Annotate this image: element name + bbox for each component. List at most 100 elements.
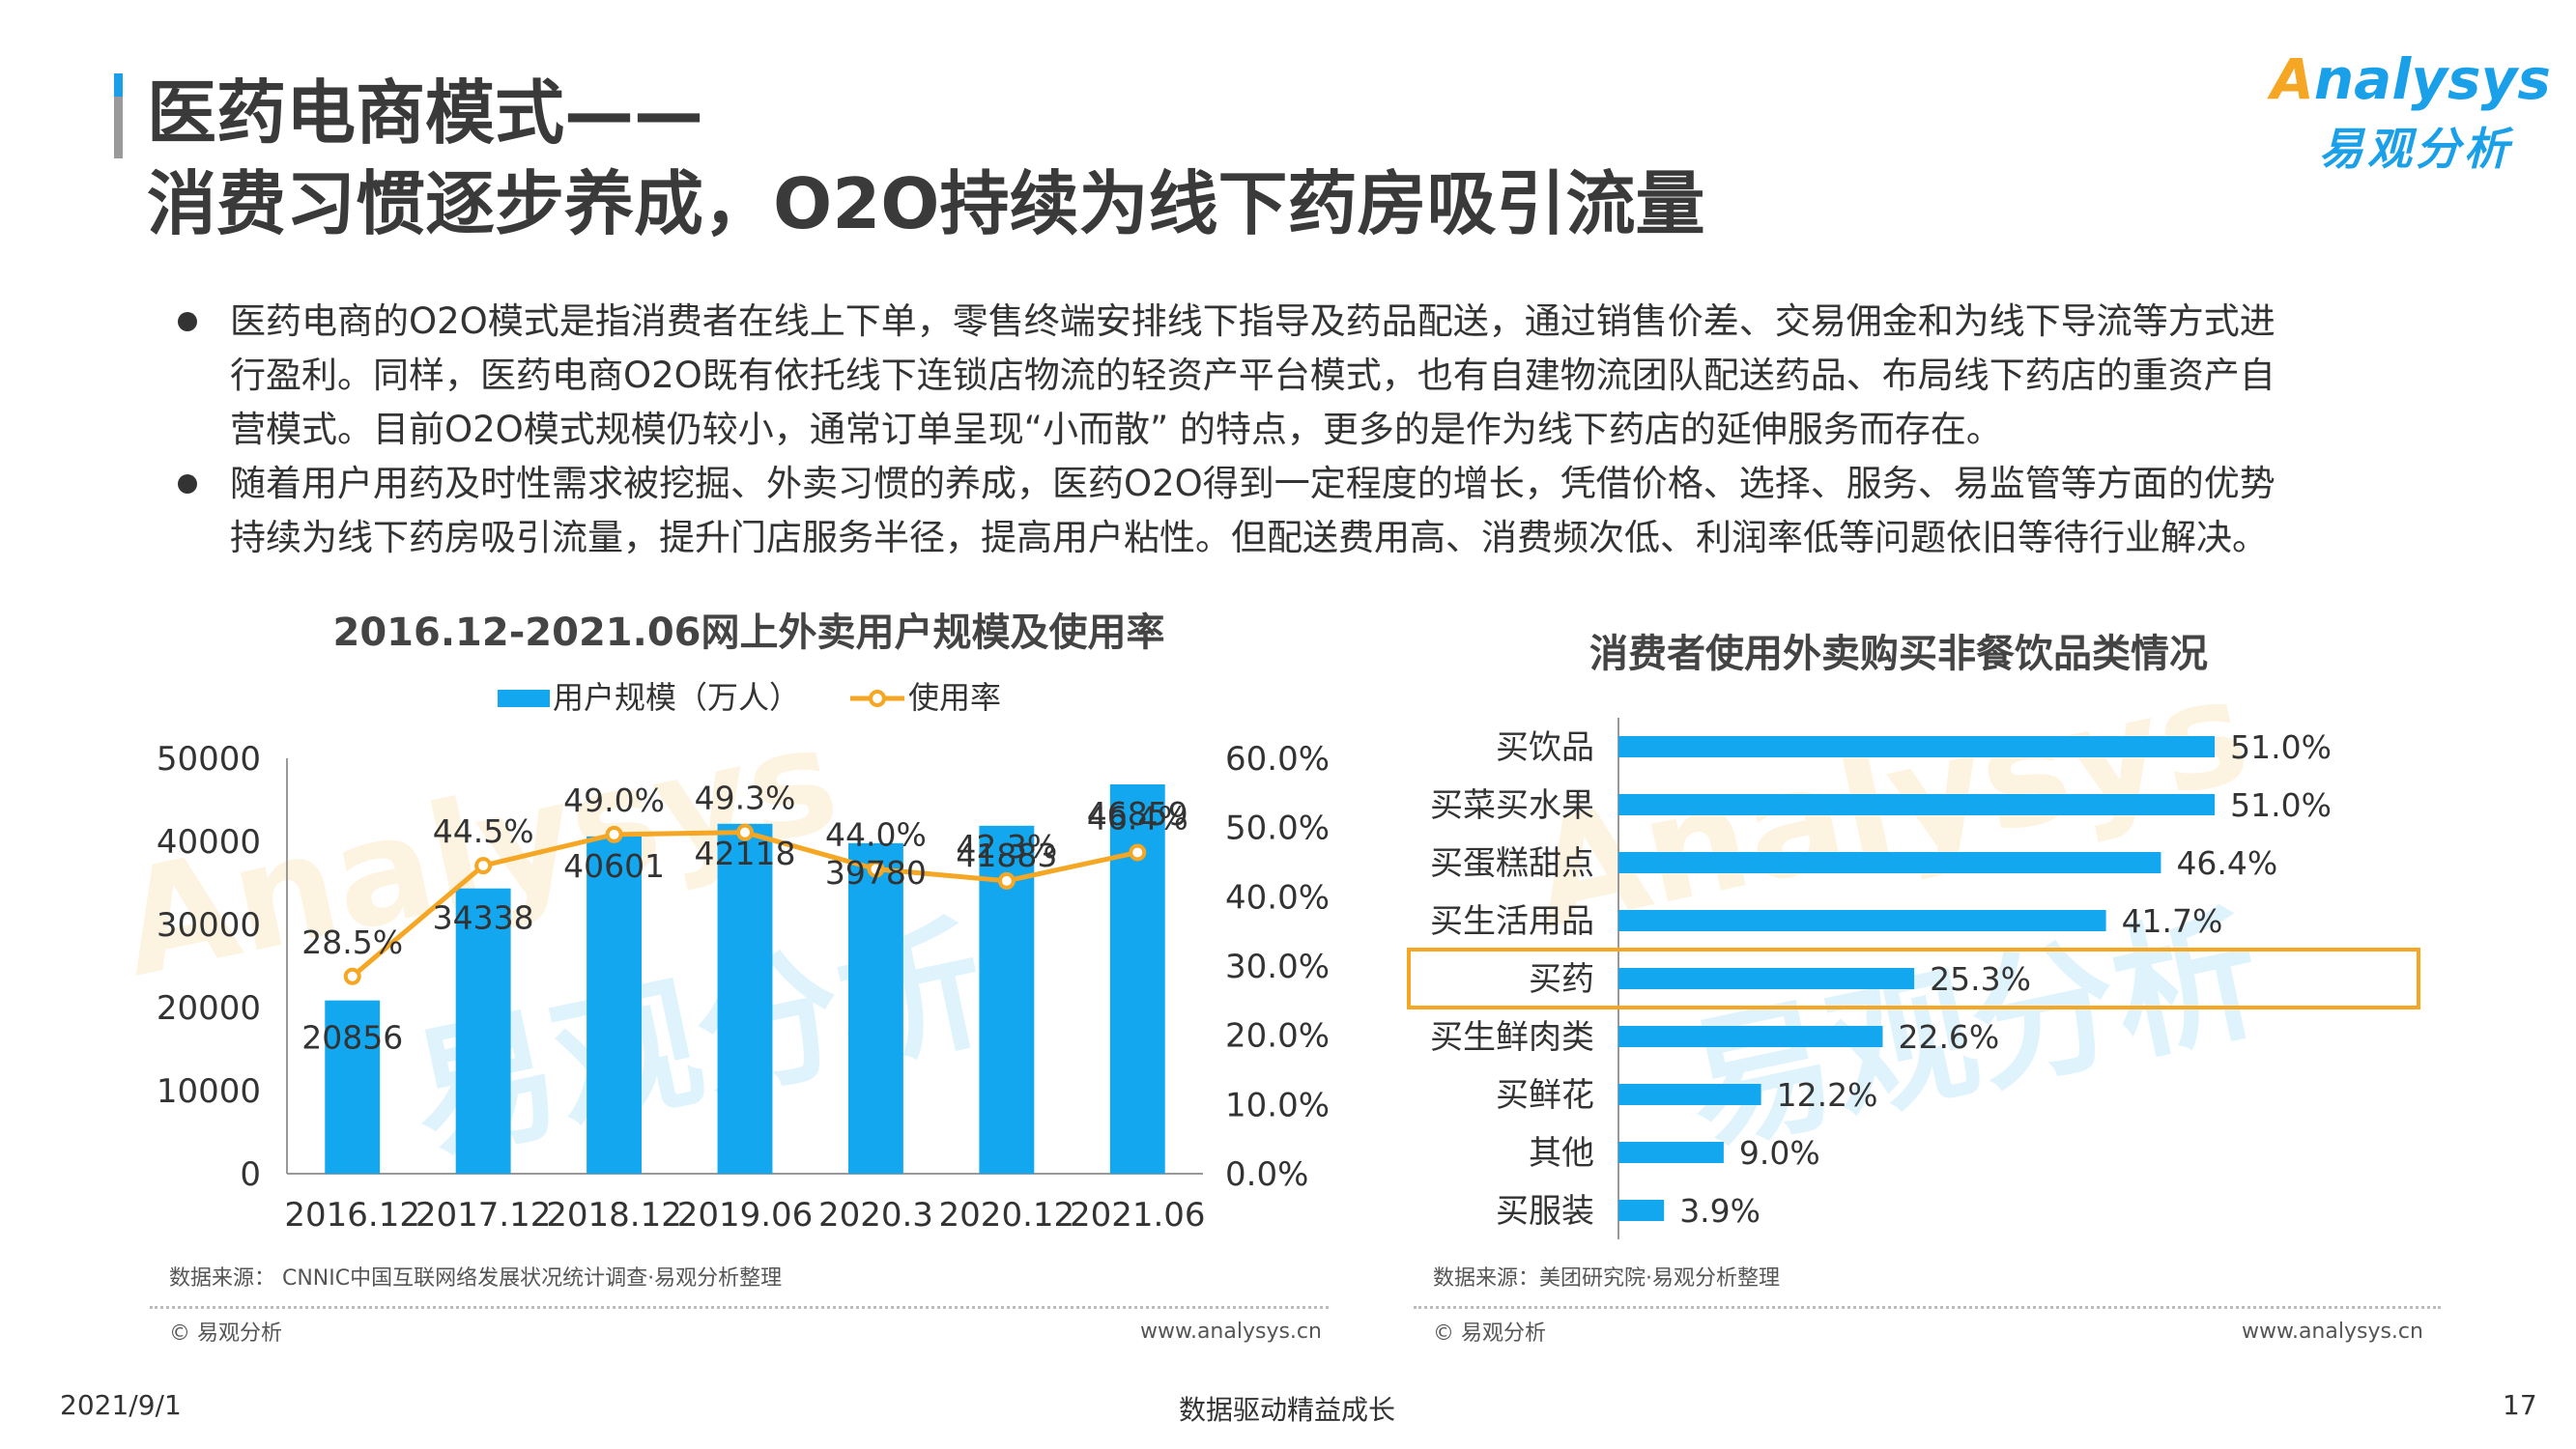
chart1-line-point xyxy=(343,967,361,985)
chart1-bar xyxy=(325,1000,381,1174)
footer-slogan: 数据驱动精益成长 xyxy=(1179,1394,1396,1426)
page-title: 医药电商模式—— 消费习惯逐步养成，O2O持续为线下药房吸引流量 xyxy=(147,68,1705,249)
chart2-bar xyxy=(1618,736,2216,757)
chart1-line-point xyxy=(736,823,754,841)
legend-bar-swatch xyxy=(498,690,550,707)
bullet-dot-icon xyxy=(178,474,197,494)
chart2-data-label: 3.9% xyxy=(1679,1192,1760,1230)
chart1-line-point xyxy=(867,860,885,878)
chart1-y2-tick-label: 0.0% xyxy=(1225,1155,1308,1194)
chart2-highlight-box xyxy=(1407,948,2420,1009)
chart2-category-label: 买蛋糕甜点 xyxy=(1430,844,1594,883)
chart1-line-point xyxy=(474,857,493,875)
chart1-y2-tick-label: 40.0% xyxy=(1225,878,1330,917)
chart1-x-tick-label: 2021.06 xyxy=(1070,1196,1206,1235)
chart1-bar xyxy=(587,836,643,1174)
chart1-y-tick-label: 30000 xyxy=(157,906,261,945)
chart1-y-tick-label: 50000 xyxy=(157,740,261,779)
chart2-category-label: 买鲜花 xyxy=(1496,1076,1594,1115)
chart1-line-point xyxy=(605,825,623,843)
panel-divider-left xyxy=(150,1306,1329,1309)
chart1-bar-data-label: 42118 xyxy=(695,835,796,872)
chart2-data-label: 46.4% xyxy=(2176,844,2277,882)
chart1-x-tick-label: 2020.3 xyxy=(818,1196,933,1235)
chart1-y2-tick-label: 20.0% xyxy=(1225,1017,1330,1056)
chart1-y-tick-label: 0 xyxy=(240,1155,261,1194)
chart2-bar xyxy=(1618,1026,1883,1047)
chart1-line-data-label: 44.0% xyxy=(825,816,927,854)
chart1-bar-data-label: 46859 xyxy=(1087,795,1188,833)
chart2-plot: 买饮品 51.0% 买菜买水果 51.0% 买蛋糕甜点 46.4% 买生活用品 41.7% 买药… xyxy=(1407,718,2420,1239)
chart2-source: 数据来源：美团研究院·易观分析整理 xyxy=(1433,1266,1780,1291)
chart1-bar-data-label: 39780 xyxy=(825,854,927,892)
chart1-source: 数据来源： CNNIC中国互联网络发展状况统计调查·易观分析整理 xyxy=(169,1266,782,1291)
chart2-category-label: 买生活用品 xyxy=(1430,902,1594,941)
chart2-category-label: 其他 xyxy=(1529,1134,1594,1173)
bullet-dot-icon xyxy=(178,312,197,331)
chart2-category-label: 买菜买水果 xyxy=(1430,786,1594,825)
chart2-title: 消费者使用外卖购买非餐饮品类情况 xyxy=(1589,632,2208,676)
chart1-title: 2016.12-2021.06网上外卖用户规模及使用率 xyxy=(333,611,1165,655)
bullet-1-line-3: 营模式。目前O2O模式规模仍较小，通常订单呈现“小而散” 的特点，更多的是作为线… xyxy=(230,409,2002,450)
chart1-legend: 用户规模（万人） 使用率 xyxy=(498,679,1001,716)
chart1-x-tick-label: 2017.12 xyxy=(415,1196,552,1235)
chart1-bar-data-label: 40601 xyxy=(563,847,665,885)
chart1-bar-data-label: 34338 xyxy=(433,899,534,937)
bullet-2-line-2: 持续为线下药房吸引流量，提升门店服务半径，提高用户粘性。但配送费用高、消费频次低… xyxy=(230,517,2268,558)
logo-letter-a: A xyxy=(2271,46,2314,112)
bullet-item-2: 随着用户用药及时性需求被挖掘、外卖习惯的养成，医药O2O得到一定程度的增长，凭借… xyxy=(172,457,2433,565)
bullet-1-line-1: 医药电商的O2O模式是指消费者在线上下单，零售终端安排线下指导及药品配送，通过销… xyxy=(230,300,2275,342)
footer-page-number: 17 xyxy=(2503,1389,2537,1421)
chart2-data-label: 41.7% xyxy=(2122,902,2223,940)
chart1-line-data-label: 28.5% xyxy=(301,923,403,961)
chart1-bar xyxy=(847,842,903,1174)
copyright-right: © 易观分析 xyxy=(1433,1321,1546,1346)
title-accent-bar-grey xyxy=(114,97,123,158)
chart1-y2-tick-label: 10.0% xyxy=(1225,1086,1330,1124)
chart1-plot: 0 10000 20000 30000 40000 50000 0.0% 10.0% 20.0%… xyxy=(157,740,1330,1235)
copyright-left: © 易观分析 xyxy=(169,1321,282,1346)
chart2-bar xyxy=(1618,968,1915,989)
bullet-list: 医药电商的O2O模式是指消费者在线上下单，零售终端安排线下指导及药品配送，通过销… xyxy=(172,295,2433,565)
chart1-x-tick-label: 2019.06 xyxy=(677,1196,814,1235)
logo-word: nalysys xyxy=(2313,46,2551,112)
chart1-line-data-label: 49.3% xyxy=(695,780,796,817)
analysys-logo: Analysys 易观分析 xyxy=(2271,46,2551,175)
legend-bar-label: 用户规模（万人） xyxy=(553,679,800,716)
logo-text-cn: 易观分析 xyxy=(2319,123,2512,175)
chart1-line-point xyxy=(997,871,1016,890)
chart1-line-point xyxy=(1129,843,1147,862)
chart2-data-label: 51.0% xyxy=(2230,786,2332,824)
footer-date: 2021/9/1 xyxy=(60,1389,182,1421)
url-right: www.analysys.cn xyxy=(2242,1320,2423,1344)
bullet-item-1: 医药电商的O2O模式是指消费者在线上下单，零售终端安排线下指导及药品配送，通过销… xyxy=(172,295,2433,457)
page-title-line2: 消费习惯逐步养成，O2O持续为线下药房吸引流量 xyxy=(147,163,1705,244)
chart1-bar-data-label: 41883 xyxy=(956,837,1057,874)
chart1-y2-tick-label: 60.0% xyxy=(1225,740,1330,779)
chart2-category-label: 买服装 xyxy=(1496,1192,1594,1231)
chart1-x-tick-label: 2018.12 xyxy=(546,1196,682,1235)
chart1-y-tick-label: 20000 xyxy=(157,989,261,1028)
chart2-data-label: 9.0% xyxy=(1739,1134,1820,1172)
chart1-bar xyxy=(455,888,511,1174)
chart1-y2-tick-label: 50.0% xyxy=(1225,810,1330,848)
chart2-data-label: 51.0% xyxy=(2230,728,2332,766)
chart2-data-label: 25.3% xyxy=(1930,960,2031,998)
chart2-category-label: 买饮品 xyxy=(1496,728,1594,767)
panel-divider-right xyxy=(1414,1306,2441,1309)
chart2-bar xyxy=(1618,1142,1724,1163)
bullet-1-line-2: 行盈利。同样，医药电商O2O既有依托线下连锁店物流的轻资产平台模式，也有自建物流… xyxy=(230,355,2275,396)
chart2-bar xyxy=(1618,1084,1761,1105)
chart2-bar xyxy=(1618,1200,1665,1221)
chart1-line-data-label: 44.5% xyxy=(433,812,534,850)
chart1-bar xyxy=(1109,784,1165,1174)
chart1-y-tick-label: 40000 xyxy=(157,823,261,862)
chart2-data-label: 12.2% xyxy=(1777,1076,1878,1114)
url-left: www.analysys.cn xyxy=(1140,1320,1322,1344)
chart2-category-label: 买生鲜肉类 xyxy=(1430,1018,1594,1057)
chart1-line-data-label: 42.3% xyxy=(956,828,1057,866)
chart1-y-tick-label: 10000 xyxy=(157,1072,261,1111)
chart2-data-label: 22.6% xyxy=(1898,1018,1999,1056)
chart1-bar-data-label: 20856 xyxy=(301,1019,403,1057)
